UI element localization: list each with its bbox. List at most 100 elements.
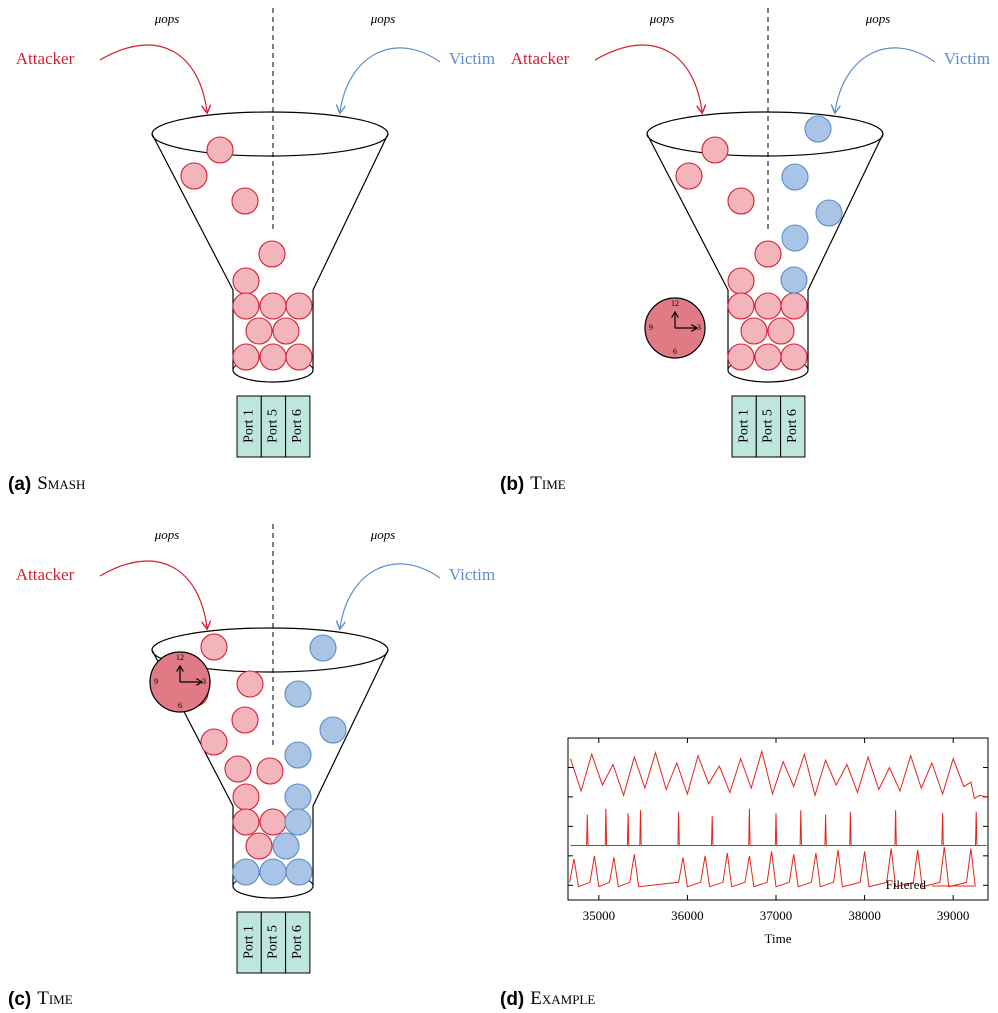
uop-ball [233, 268, 259, 294]
legend-label: Filtered [886, 877, 927, 892]
uop-ball [260, 809, 286, 835]
caption-name: Time [37, 988, 72, 1009]
port-label: Port 1 [736, 409, 751, 443]
caption: (d)Example [500, 988, 595, 1010]
port-label: Port 1 [241, 409, 256, 443]
uop-ball [232, 707, 258, 733]
uop-ball [728, 268, 754, 294]
uops-label: μops [370, 527, 396, 542]
x-tick-label: 35000 [583, 908, 616, 923]
caption: (a)Smash [8, 473, 85, 495]
port-label: Port 6 [785, 409, 800, 443]
caption: (c) Time [8, 988, 73, 1010]
attacker-label: Attacker [16, 49, 75, 68]
uop-ball [257, 758, 283, 784]
funnel-top [152, 112, 388, 156]
diagram-panel: μops μops Attacker Victim Port 1 Port 5 Port 6… [511, 8, 990, 457]
uop-ball [782, 225, 808, 251]
uop-ball [246, 318, 272, 344]
uop-ball [285, 742, 311, 768]
clock-number: 9 [154, 677, 158, 686]
uop-ball [233, 293, 259, 319]
uop-ball [232, 188, 258, 214]
funnel-top [647, 112, 883, 156]
victim-label: Victim [944, 49, 990, 68]
series-line [571, 751, 987, 798]
uop-ball [233, 344, 259, 370]
uop-ball [237, 671, 263, 697]
uop-ball [285, 784, 311, 810]
victim-arrow [835, 48, 935, 112]
x-axis-label: Time [765, 931, 792, 946]
uop-ball [260, 344, 286, 370]
uop-ball [728, 344, 754, 370]
uop-ball [755, 344, 781, 370]
uop-ball [676, 163, 702, 189]
funnel-bottom-arc [728, 370, 808, 382]
uop-ball [201, 729, 227, 755]
uop-ball [310, 635, 336, 661]
x-tick-label: 37000 [760, 908, 793, 923]
uop-ball [781, 267, 807, 293]
attacker-arrow [595, 45, 702, 112]
port-label: Port 5 [761, 409, 776, 443]
clock-number: 12 [671, 299, 679, 308]
uop-ball [246, 833, 272, 859]
clock-number: 9 [649, 323, 653, 332]
uop-ball [755, 293, 781, 319]
clock-number: 3 [202, 677, 206, 686]
attacker-label: Attacker [16, 565, 75, 584]
uop-ball [273, 833, 299, 859]
uop-ball [805, 116, 831, 142]
uop-ball [233, 859, 259, 885]
uop-ball [181, 163, 207, 189]
uop-ball [225, 756, 251, 782]
uop-ball [728, 293, 754, 319]
uop-ball [728, 188, 754, 214]
clock-number: 6 [178, 701, 182, 710]
series-line [571, 809, 987, 846]
uop-ball [273, 318, 299, 344]
uops-label: μops [154, 11, 180, 26]
clock-number: 6 [673, 347, 677, 356]
attacker-arrow [100, 45, 207, 112]
uop-ball [286, 859, 312, 885]
funnel-bottom-arc [233, 886, 313, 898]
x-tick-label: 36000 [671, 908, 704, 923]
uop-ball [285, 681, 311, 707]
uop-ball [782, 164, 808, 190]
uop-ball [781, 344, 807, 370]
x-tick-label: 39000 [937, 908, 970, 923]
attacker-arrow [100, 561, 207, 628]
uop-ball [260, 859, 286, 885]
uop-ball [286, 293, 312, 319]
caption-name: Time [530, 473, 565, 494]
clock-number: 12 [176, 653, 184, 662]
caption-letter: (d) [500, 989, 524, 1010]
uop-ball [260, 293, 286, 319]
uops-label: μops [865, 11, 891, 26]
caption-letter: (c) [8, 989, 31, 1010]
uop-ball [233, 809, 259, 835]
uop-ball [201, 634, 227, 660]
caption-letter: (b) [500, 474, 524, 495]
port-label: Port 6 [290, 409, 305, 443]
victim-label: Victim [449, 565, 495, 584]
attacker-label: Attacker [511, 49, 570, 68]
uop-ball [755, 241, 781, 267]
funnel-bottom-arc [233, 370, 313, 382]
uop-ball [207, 137, 233, 163]
uops-label: μops [649, 11, 675, 26]
uop-ball [285, 809, 311, 835]
port-label: Port 6 [290, 925, 305, 959]
uop-ball [741, 318, 767, 344]
figure: μops μops Attacker Victim Port 1 Port 5 Port 6… [0, 0, 998, 1013]
uops-label: μops [154, 527, 180, 542]
victim-arrow [340, 564, 440, 628]
victim-label: Victim [449, 49, 495, 68]
uop-ball [768, 318, 794, 344]
uop-ball [702, 137, 728, 163]
